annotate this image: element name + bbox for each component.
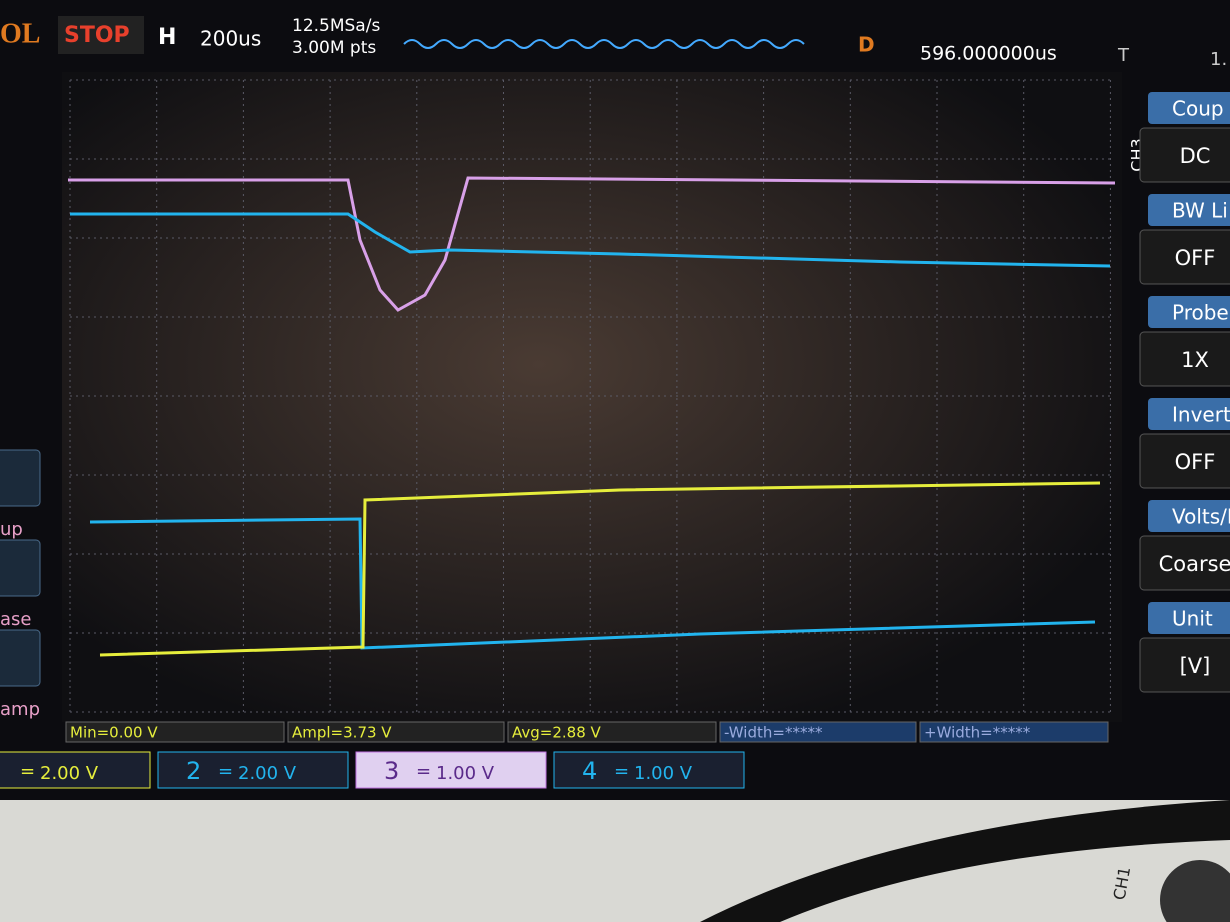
trace-ch3 xyxy=(68,176,1116,312)
channel-scale: 2.00 V xyxy=(238,763,297,784)
sample-rate: 12.5MSa/s xyxy=(292,16,380,36)
memory-bar xyxy=(403,39,805,49)
left-menu-button[interactable] xyxy=(0,629,41,687)
channel-scale: 1.00 V xyxy=(634,763,693,784)
measurement-box xyxy=(507,721,717,743)
menu-value-box[interactable] xyxy=(1139,433,1230,489)
menu-value-box[interactable] xyxy=(1139,535,1230,591)
menu-value: OFF xyxy=(1175,246,1216,270)
screen xyxy=(62,72,1122,722)
menu-label: Unit xyxy=(1172,607,1213,631)
menu-value: DC xyxy=(1180,144,1211,168)
menu-value-box[interactable] xyxy=(1139,127,1230,183)
channel-box[interactable] xyxy=(157,751,349,789)
measurement: Min=0.00 V xyxy=(70,724,158,742)
menu-header xyxy=(1148,194,1230,226)
menu-value: 1X xyxy=(1181,348,1209,372)
trace-ch1 xyxy=(99,481,1101,657)
menu-header xyxy=(1148,92,1230,124)
channel-scale: 2.00 V xyxy=(40,763,99,784)
status-box xyxy=(58,16,144,54)
channel-coupling: = xyxy=(20,761,35,782)
brand: OL xyxy=(0,18,40,49)
panel xyxy=(0,800,1230,922)
menu-value: OFF xyxy=(1175,450,1216,474)
channel-box[interactable] xyxy=(553,751,745,789)
channel-number: 3 xyxy=(384,757,399,785)
measurement-box xyxy=(65,721,285,743)
trigger-value: 1. xyxy=(1210,49,1227,70)
measurement: Avg=2.88 V xyxy=(512,724,602,742)
measurement-box xyxy=(919,721,1109,743)
channel-coupling: = xyxy=(218,761,233,782)
menu-label: Invert xyxy=(1172,403,1230,427)
menu-value: [V] xyxy=(1180,654,1211,678)
measurement-box xyxy=(287,721,505,743)
left-menu-label: amp xyxy=(0,699,40,720)
measurement-box xyxy=(719,721,917,743)
menu-label: Probe xyxy=(1172,301,1229,325)
menu-header xyxy=(1148,602,1230,634)
channel-box[interactable] xyxy=(0,751,151,789)
measurement: Ampl=3.73 V xyxy=(292,724,392,742)
delay-label: D xyxy=(858,33,875,57)
menu-value-box[interactable] xyxy=(1139,229,1230,285)
measurement: +Width=***** xyxy=(924,724,1031,742)
memory-depth: 3.00M pts xyxy=(292,38,376,58)
menu-header xyxy=(1148,500,1230,532)
status[interactable]: STOP xyxy=(64,23,130,48)
delay: 596.000000us xyxy=(920,43,1057,65)
menu-value: Coarse xyxy=(1159,552,1230,576)
channel-coupling: = xyxy=(614,761,629,782)
trace-ch4 xyxy=(70,212,1111,268)
left-menu-label: ase xyxy=(0,609,31,630)
measurement: -Width=***** xyxy=(724,724,823,742)
channel-box[interactable] xyxy=(355,751,547,789)
left-menu-button[interactable] xyxy=(0,539,41,597)
left-menu-button[interactable] xyxy=(0,449,41,507)
timebase: 200us xyxy=(200,27,261,51)
channel-coupling: = xyxy=(416,761,431,782)
channel-number: 2 xyxy=(186,757,201,785)
menu-header xyxy=(1148,296,1230,328)
cable xyxy=(700,800,1230,922)
menu-value-box[interactable] xyxy=(1139,637,1230,693)
menu-label: Volts/Di xyxy=(1172,505,1230,529)
channel-number: 4 xyxy=(582,757,597,785)
channel-scale: 1.00 V xyxy=(436,763,495,784)
menu-header xyxy=(1148,398,1230,430)
menu-label: BW Li xyxy=(1172,199,1228,223)
trigger-label: T xyxy=(1117,45,1130,66)
menu-value-box[interactable] xyxy=(1139,331,1230,387)
menu-label: Coup xyxy=(1172,97,1224,121)
knob xyxy=(1160,860,1230,922)
left-menu-label: up xyxy=(0,519,23,540)
timebase-label: H xyxy=(158,25,176,50)
